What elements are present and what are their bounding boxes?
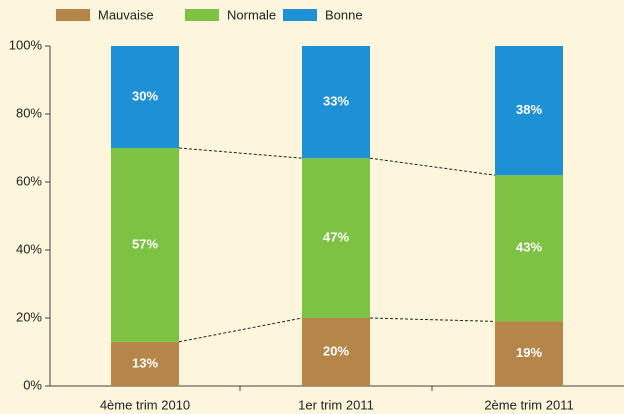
- y-tick-label: 60%: [16, 173, 42, 188]
- bar-segment: [495, 46, 563, 176]
- x-tick-label: 4ème trim 2010: [100, 397, 190, 412]
- bar-segment: [302, 318, 370, 386]
- y-tick-label: 0%: [23, 377, 42, 392]
- x-tick-label: 2ème trim 2011: [484, 397, 573, 412]
- y-tick-label: 40%: [16, 241, 42, 256]
- value-label: 19%: [516, 345, 542, 360]
- legend-swatch: [283, 9, 317, 21]
- bar-segment: [302, 158, 370, 318]
- legend-label: Bonne: [325, 7, 363, 22]
- legend-swatch: [56, 9, 90, 21]
- value-label: 57%: [132, 236, 158, 251]
- value-label: 47%: [323, 230, 349, 245]
- bar-segment: [111, 148, 179, 342]
- bar-segment: [495, 321, 563, 386]
- y-tick-label: 100%: [9, 37, 43, 52]
- value-label: 30%: [132, 88, 158, 103]
- bar-segment: [495, 175, 563, 322]
- value-label: 33%: [323, 94, 349, 109]
- bar-segment: [111, 341, 179, 386]
- legend-label: Normale: [227, 7, 276, 22]
- connector: [369, 157, 496, 176]
- bar-segment: [111, 46, 179, 148]
- connector: [178, 147, 303, 159]
- connector: [369, 317, 496, 322]
- value-label: 13%: [132, 355, 158, 370]
- legend-swatch: [185, 9, 219, 21]
- legend-label: Mauvaise: [98, 7, 154, 22]
- value-label: 20%: [323, 343, 349, 358]
- value-label: 38%: [516, 102, 542, 117]
- y-tick-label: 80%: [16, 105, 42, 120]
- y-tick-label: 20%: [16, 309, 42, 324]
- bar-segment: [302, 46, 370, 159]
- value-label: 43%: [516, 240, 542, 255]
- connector: [178, 317, 303, 343]
- x-tick-label: 1er trim 2011: [298, 397, 374, 412]
